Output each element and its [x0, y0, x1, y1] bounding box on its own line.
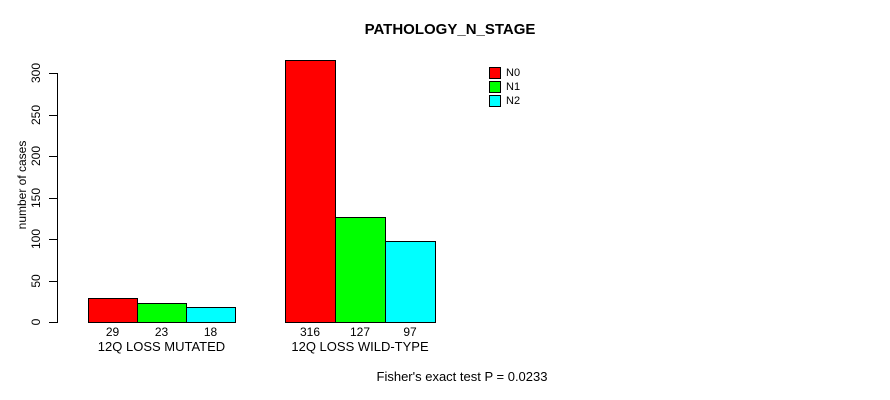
bar-n2-group1 [186, 307, 236, 323]
legend-swatch-n0 [489, 67, 501, 79]
legend-row: N2 [489, 94, 520, 108]
y-tick-label: 250 [29, 104, 43, 126]
bar-value-label: 316 [299, 325, 321, 339]
y-axis-line [57, 73, 58, 323]
chart-title: PATHOLOGY_N_STAGE [364, 21, 536, 38]
y-axis-tick [49, 239, 57, 240]
bar-value-label: 18 [203, 325, 218, 339]
bar-n1-group1 [137, 303, 187, 323]
y-axis-tick [49, 156, 57, 157]
annotation-text: Fisher's exact test P = 0.0233 [376, 369, 548, 384]
y-axis-tick [49, 322, 57, 323]
y-tick-label: 50 [29, 274, 43, 288]
category-label: 12Q LOSS WILD-TYPE [291, 339, 429, 354]
bar-value-label: 97 [403, 325, 417, 339]
bar-n2-group2 [385, 241, 436, 323]
y-axis-tick [49, 73, 57, 74]
legend-row: N1 [489, 80, 520, 94]
y-tick-label: 100 [29, 228, 43, 250]
bar-n1-group2 [335, 217, 386, 323]
legend-row: N0 [489, 66, 520, 80]
bar-n0-group2 [285, 60, 336, 323]
y-axis-label: number of cases [15, 140, 29, 230]
y-tick-label: 0 [29, 318, 43, 326]
category-label: 12Q LOSS MUTATED [97, 339, 226, 354]
y-axis-tick [49, 198, 57, 199]
legend-label: N0 [506, 67, 521, 79]
y-axis-tick [49, 115, 57, 116]
bar-value-label: 23 [154, 325, 169, 339]
bar-n0-group1 [88, 298, 138, 323]
y-tick-label: 300 [29, 62, 43, 84]
legend: N0 N1 N2 [489, 66, 520, 108]
legend-swatch-n1 [489, 81, 501, 93]
y-tick-label: 200 [29, 145, 43, 167]
legend-label: N1 [506, 81, 521, 93]
legend-swatch-n2 [489, 95, 501, 107]
legend-label: N2 [506, 95, 521, 107]
bar-value-label: 127 [349, 325, 371, 339]
bar-value-label: 29 [105, 325, 120, 339]
y-axis-tick [49, 281, 57, 282]
y-tick-label: 150 [29, 187, 43, 209]
